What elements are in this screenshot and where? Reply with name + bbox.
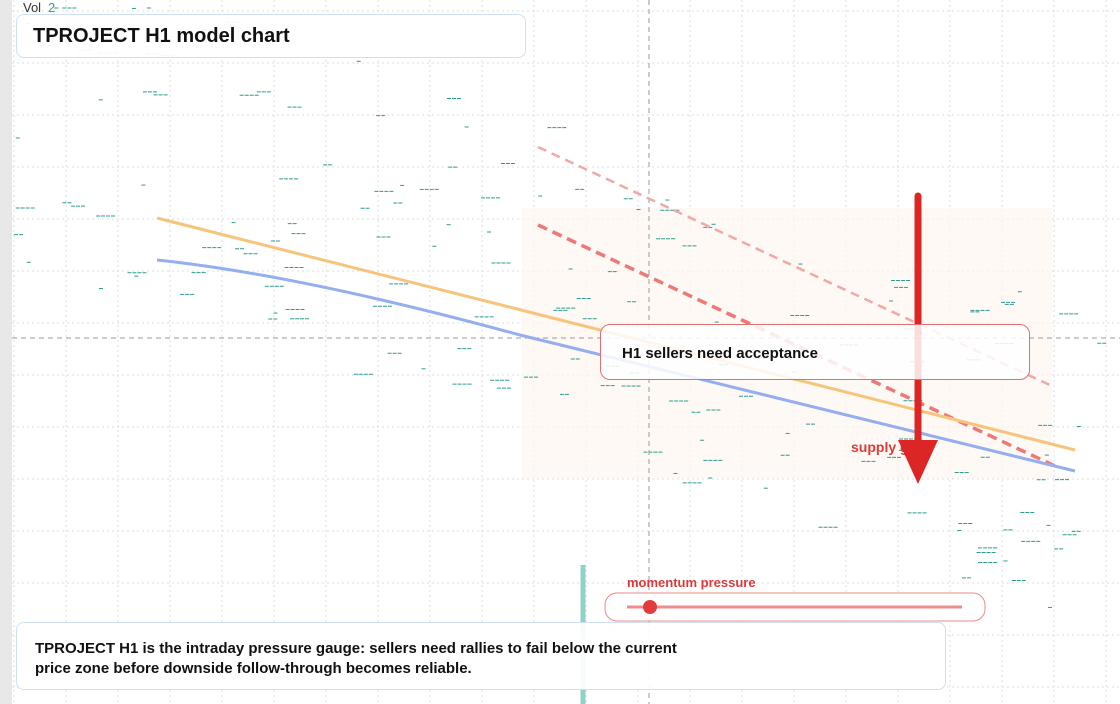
gauge-knob xyxy=(643,600,657,614)
arrow-head xyxy=(898,440,938,484)
volume-label: Vol xyxy=(23,0,41,15)
blue-average xyxy=(156,258,1076,473)
title: TPROJECT H1 model chart xyxy=(16,14,526,58)
left-rail xyxy=(0,0,12,704)
footer-line: price zone before downside follow-throug… xyxy=(35,660,472,677)
callout: H1 sellers need acceptance xyxy=(600,324,1030,380)
footer: TPROJECT H1 is the intraday pressure gau… xyxy=(16,622,946,690)
footer-line: TPROJECT H1 is the intraday pressure gau… xyxy=(35,640,677,657)
volume-value: 2 xyxy=(48,0,55,15)
gauge-label: momentum pressure xyxy=(627,575,756,590)
